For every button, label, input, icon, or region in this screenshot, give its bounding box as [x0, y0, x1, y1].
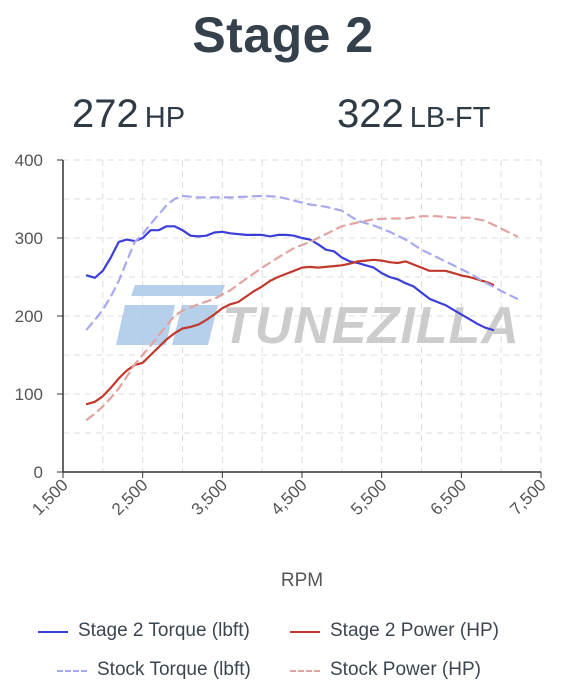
stage-2-power-line — [85, 258, 495, 406]
page-title: Stage 2 — [192, 7, 374, 63]
x-tick-label: 5,500 — [347, 475, 391, 519]
legend-stock-power-label: Stock Power (HP) — [330, 659, 481, 680]
tunezilla-watermark: TUNEZILLA — [116, 285, 520, 355]
watermark-text: TUNEZILLA — [222, 297, 520, 355]
peak-horsepower: 272 HP — [72, 92, 185, 137]
y-tick-label: 0 — [34, 463, 43, 482]
peak-horsepower-value: 272 — [72, 92, 139, 136]
stage-2-torque-line — [85, 225, 495, 332]
y-tick-label: 300 — [15, 229, 43, 248]
stock-power-line — [85, 215, 519, 421]
peak-horsepower-unit: HP — [144, 102, 186, 134]
x-tick-label: 6,500 — [427, 475, 471, 519]
peak-torque: 322 LB-FT — [337, 92, 490, 137]
legend-stock-power-swatch — [290, 670, 320, 672]
x-tick-label: 2,500 — [108, 475, 152, 519]
stock-torque-line — [85, 194, 519, 331]
x-tick-label: 7,500 — [506, 475, 550, 519]
y-tick-label: 100 — [15, 385, 43, 404]
legend-stock-torque-label: Stock Torque (lbft) — [97, 659, 251, 680]
chart-grid — [63, 159, 542, 472]
y-tick-label: 400 — [15, 151, 43, 170]
chart-series — [85, 194, 519, 421]
legend-stock-torque-swatch — [57, 670, 87, 672]
legend-stage2-power-label: Stage 2 Power (HP) — [330, 620, 499, 641]
y-tick-label: 200 — [15, 307, 43, 326]
peak-torque-value: 322 — [337, 92, 404, 136]
legend-stage2-power-swatch — [290, 631, 320, 633]
legend-stage2-torque-swatch — [38, 631, 68, 633]
peak-torque-unit: LB-FT — [409, 102, 491, 134]
x-tick-label: 3,500 — [188, 475, 232, 519]
x-axis-label: RPM — [281, 570, 323, 591]
x-tick-label: 4,500 — [267, 475, 311, 519]
chart-axes — [57, 159, 542, 478]
legend-stage2-torque-label: Stage 2 Torque (lbft) — [78, 620, 250, 641]
